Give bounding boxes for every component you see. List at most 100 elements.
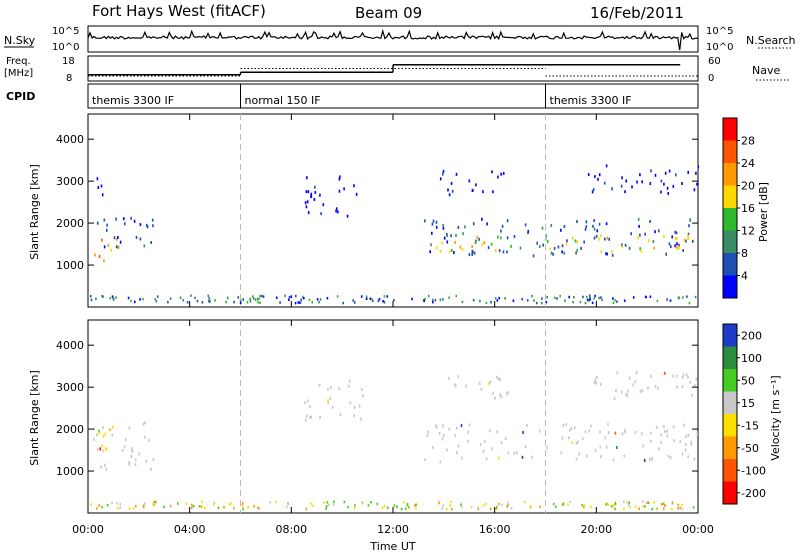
colorbar-tick-label-7: -200 bbox=[741, 487, 766, 500]
ground-cell-67 bbox=[353, 507, 355, 510]
data-cell-0-10 bbox=[150, 467, 152, 471]
ground-cell-157 bbox=[526, 299, 529, 302]
data-cell-3-27 bbox=[607, 422, 609, 426]
data-cell-3-5 bbox=[621, 432, 624, 436]
ground-cell-138 bbox=[247, 505, 249, 509]
ground-cell-115 bbox=[461, 300, 464, 304]
ground-cell-135 bbox=[645, 295, 647, 299]
data-cell-4-1 bbox=[455, 384, 457, 388]
data-cell-2-23 bbox=[339, 413, 342, 417]
ground-cell-137 bbox=[254, 298, 257, 301]
data-cell-2-1 bbox=[96, 177, 99, 181]
data-cell-4-28 bbox=[429, 250, 431, 254]
velocity-data-layer bbox=[90, 371, 698, 511]
data-cell-5-33 bbox=[621, 245, 624, 249]
ground-cell-40 bbox=[579, 300, 582, 304]
data-cell-5-37 bbox=[499, 236, 502, 240]
ground-cell-87 bbox=[111, 295, 114, 298]
data-cell-5-29 bbox=[626, 394, 629, 398]
ground-cell-109 bbox=[143, 502, 146, 506]
data-cell-3-29 bbox=[672, 425, 675, 429]
data-cell-5-43 bbox=[439, 249, 442, 253]
ground-cell-142 bbox=[233, 300, 235, 304]
ground-cell-100 bbox=[438, 501, 440, 505]
colorbar-swatch-0 bbox=[723, 324, 737, 347]
nave-tick-bottom: 0 bbox=[708, 73, 714, 84]
ground-cell-80 bbox=[192, 504, 195, 508]
data-cell-1-18 bbox=[119, 240, 122, 244]
ground-cell-112 bbox=[612, 301, 615, 305]
data-cell-3-106 bbox=[584, 430, 587, 434]
ground-cell-29 bbox=[376, 502, 379, 506]
data-cell-3-45 bbox=[524, 445, 527, 448]
ground-cell-83 bbox=[169, 297, 172, 300]
data-cell-4-71 bbox=[639, 233, 641, 237]
data-cell-5-5 bbox=[648, 239, 650, 242]
ground-cell-3 bbox=[132, 507, 135, 510]
ground-cell-110 bbox=[155, 300, 158, 303]
data-cell-0-15 bbox=[102, 426, 104, 430]
data-cell-4-44 bbox=[668, 242, 671, 246]
data-cell-4-92 bbox=[501, 224, 504, 228]
ground-cell-114 bbox=[628, 501, 630, 505]
ground-cell-112 bbox=[135, 504, 137, 508]
data-cell-3-24 bbox=[456, 451, 458, 455]
data-cell-5-34 bbox=[639, 390, 642, 394]
data-cell-2-4 bbox=[327, 401, 329, 405]
data-cell-3-42 bbox=[679, 440, 682, 444]
data-cell-2-9 bbox=[353, 405, 356, 409]
data-cell-7-26 bbox=[664, 171, 667, 175]
colorbar-swatch-1 bbox=[723, 140, 737, 164]
data-cell-3-7 bbox=[681, 452, 684, 456]
data-cell-5-42 bbox=[474, 241, 477, 245]
ground-cell-120 bbox=[253, 505, 255, 508]
ground-cell-85 bbox=[651, 507, 653, 511]
data-cell-3-18 bbox=[306, 200, 309, 204]
data-cell-3-54 bbox=[467, 430, 469, 434]
data-cell-4-45 bbox=[527, 231, 529, 235]
ground-cell-37 bbox=[623, 299, 626, 302]
data-cell-7-1 bbox=[697, 165, 700, 169]
colorbar-tick-label-5: 24 bbox=[741, 157, 755, 170]
data-cell-4-104 bbox=[575, 251, 577, 255]
ground-cell-104 bbox=[644, 505, 646, 508]
ground-cell-88 bbox=[393, 299, 395, 302]
ground-cell-72 bbox=[501, 503, 503, 507]
ground-cell-157 bbox=[163, 505, 165, 508]
ground-cell-114 bbox=[112, 298, 115, 301]
ground-cell-35 bbox=[186, 301, 189, 304]
ground-cell-27 bbox=[332, 503, 335, 506]
ground-cell-89 bbox=[328, 503, 330, 507]
data-cell-3-3 bbox=[467, 439, 469, 443]
data-cell-7-18 bbox=[663, 182, 665, 186]
ground-cell-152 bbox=[564, 299, 566, 302]
data-cell-1-3 bbox=[102, 434, 105, 438]
data-cell-3-92 bbox=[616, 446, 618, 449]
ground-cell-145 bbox=[233, 507, 235, 510]
cpid-panel: CPID themis 3300 IF normal 150 IF themis 3… bbox=[6, 83, 699, 109]
ground-cell-64 bbox=[323, 501, 325, 504]
data-cell-3-24 bbox=[346, 214, 349, 218]
colorbar-swatch-6 bbox=[723, 253, 737, 276]
data-cell-7-12 bbox=[660, 179, 663, 183]
ground-cell-26 bbox=[288, 295, 291, 299]
ground-cell-4 bbox=[533, 299, 535, 302]
xtick-label-3: 12:00 bbox=[377, 523, 409, 536]
ground-cell-23 bbox=[275, 500, 278, 504]
ground-cell-121 bbox=[139, 298, 141, 301]
ground-cell-136 bbox=[285, 505, 288, 509]
data-cell-3-4 bbox=[696, 432, 698, 436]
data-cell-3-22 bbox=[489, 429, 491, 433]
ground-cell-19 bbox=[590, 505, 592, 509]
data-cell-3-11 bbox=[571, 441, 574, 445]
ytick-label-0: 1000 bbox=[56, 465, 84, 478]
ground-cell-143 bbox=[510, 507, 513, 510]
data-cell-4-4 bbox=[674, 244, 676, 248]
data-cell-5-12 bbox=[647, 386, 649, 390]
data-cell-3-33 bbox=[448, 427, 451, 431]
data-cell-3-25 bbox=[307, 211, 310, 215]
ground-cell-155 bbox=[102, 295, 104, 298]
data-cell-4-17 bbox=[506, 219, 509, 223]
ground-cell-132 bbox=[142, 297, 144, 301]
data-cell-4-64 bbox=[557, 245, 560, 249]
